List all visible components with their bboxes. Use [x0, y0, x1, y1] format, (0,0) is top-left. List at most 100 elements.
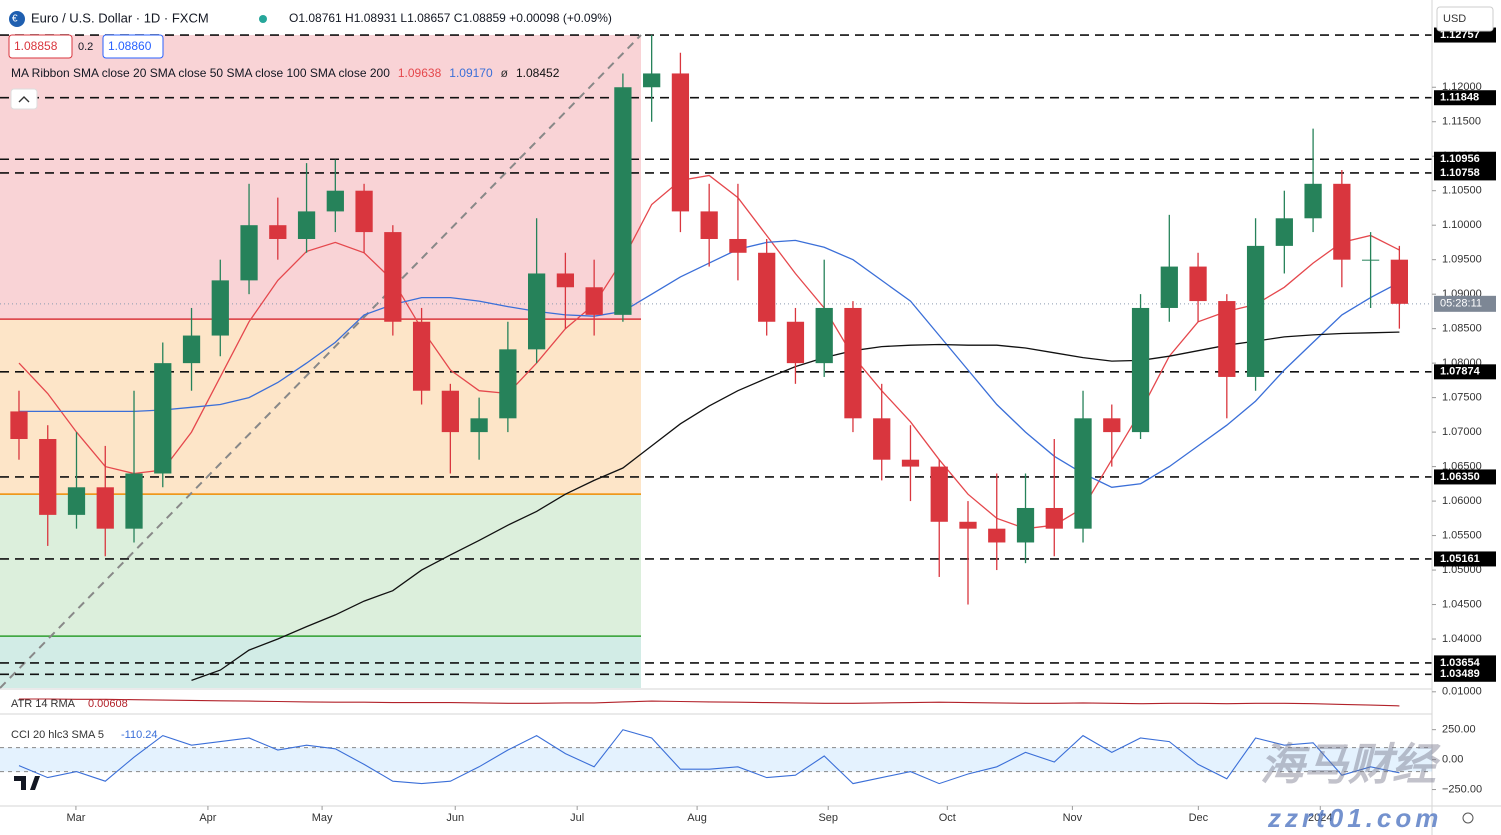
- tv-logo[interactable]: [14, 776, 40, 790]
- candle-body: [585, 287, 603, 315]
- x-tick-label: May: [312, 812, 333, 824]
- level-tag: [1434, 151, 1496, 167]
- candle-body: [1131, 307, 1150, 433]
- countdown-tag: [1434, 295, 1496, 312]
- candle-body: [1189, 266, 1207, 302]
- settings-icon[interactable]: [1462, 812, 1474, 824]
- candle-body: [1390, 259, 1408, 304]
- currency[interactable]: USD: [1443, 13, 1466, 25]
- y-tick-label: 1.05000: [1442, 564, 1482, 576]
- level-label: 1.05161: [1440, 553, 1480, 565]
- level-label: 1.12757: [1440, 29, 1480, 41]
- x-tick-label: Apr: [199, 812, 216, 824]
- level-tag: [1434, 364, 1496, 380]
- currency-select[interactable]: [1436, 6, 1494, 32]
- candle-body: [815, 307, 833, 364]
- y-tick-label: 1.04500: [1442, 598, 1482, 610]
- y-tick-label: 1.07500: [1442, 392, 1482, 404]
- x-tick-label: Oct: [939, 812, 956, 824]
- fib-zone: [0, 35, 641, 320]
- cci-tick-label: 250.00: [1442, 724, 1476, 736]
- candle-body: [10, 411, 28, 440]
- candle-body: [1361, 259, 1380, 261]
- candle-body: [671, 73, 690, 212]
- cci-label: CCI 20 hlc3 SMA 5: [11, 729, 104, 741]
- candle-body: [326, 190, 344, 212]
- candle-body: [269, 225, 287, 239]
- x-tick-label: Dec: [1189, 812, 1209, 824]
- candle-body: [1218, 301, 1236, 377]
- y-tick-label: 1.08500: [1442, 323, 1482, 335]
- price-grid: [0, 34, 1432, 676]
- atr-tick-label: 0.01000: [1442, 686, 1482, 698]
- y-tick-label: 1.04000: [1442, 633, 1482, 645]
- level-tag: [1434, 90, 1496, 106]
- candle-body: [873, 418, 891, 460]
- candle-body: [67, 487, 86, 515]
- candle-body: [901, 459, 920, 467]
- cci-tick-label: 0.00: [1442, 754, 1463, 766]
- atr-label: ATR 14 RMA: [11, 698, 76, 710]
- candle-body: [758, 252, 776, 322]
- sell-button[interactable]: [8, 34, 73, 59]
- y-tick-label: 1.06000: [1442, 495, 1482, 507]
- watermark-url: zzrt01.com: [1267, 803, 1442, 833]
- level-label: 1.10956: [1440, 153, 1480, 165]
- market-status[interactable]: [259, 15, 267, 23]
- y-tick-label: 1.09500: [1442, 254, 1482, 266]
- candle-body: [1304, 183, 1322, 219]
- candle-body: [39, 439, 57, 515]
- cci-band: [0, 747, 1432, 772]
- candle-body: [1160, 266, 1178, 308]
- candle-body: [499, 349, 517, 419]
- candle-body: [240, 225, 258, 281]
- candle-body: [729, 238, 747, 253]
- candle-body: [988, 528, 1006, 543]
- y-tick-label: 1.07000: [1442, 426, 1482, 438]
- candle-body: [470, 418, 488, 433]
- price-pane: [10, 34, 1408, 682]
- candle-body: [1016, 507, 1035, 543]
- level-tag: [1434, 655, 1496, 671]
- candle-body: [297, 211, 316, 239]
- candle-body: [96, 487, 114, 529]
- candle-body: [441, 390, 459, 433]
- candle-body: [182, 335, 201, 364]
- y-tick-label: 1.10500: [1442, 185, 1482, 197]
- atr-pane: ATR 14 RMA 0.00608 0.01000: [11, 686, 1482, 710]
- atr-line: [19, 698, 1400, 707]
- candle-body: [1333, 183, 1351, 260]
- ma-legend-title: MA Ribbon SMA close 20 SMA close 50 SMA …: [11, 66, 390, 80]
- ma-legend: MA Ribbon SMA close 20 SMA close 50 SMA …: [11, 66, 560, 80]
- buy-button[interactable]: [102, 34, 164, 59]
- level-tag: [1434, 666, 1496, 682]
- x-tick-label: Jun: [446, 812, 464, 824]
- candle-body: [614, 87, 632, 315]
- candle-body: [154, 363, 172, 474]
- candle-body: [643, 73, 661, 88]
- price-axis: 1.040001.045001.050001.055001.060001.065…: [66, 27, 1496, 824]
- cci-pane: CCI 20 hlc3 SMA 5 -110.24 250.00 0.00 −250.0…: [0, 724, 1482, 795]
- x-tick-label: Aug: [687, 812, 707, 824]
- cci-value: -110.24: [121, 729, 158, 741]
- candle-body: [1074, 418, 1092, 529]
- sell-price[interactable]: 1.08858: [14, 39, 58, 53]
- candle-body: [1246, 245, 1265, 377]
- y-tick-label: 1.10000: [1442, 219, 1482, 231]
- level-label: 1.03654: [1440, 657, 1481, 669]
- x-tick-label: 2024: [1308, 812, 1332, 824]
- collapse-button[interactable]: [10, 88, 38, 110]
- level-label: 1.11848: [1440, 92, 1479, 104]
- candle-body: [556, 273, 575, 288]
- symbol-title[interactable]: Euro / U.S. Dollar · 1D · FXCM: [31, 10, 209, 25]
- symbol-logo: [9, 11, 25, 27]
- cci-tick-label: −250.00: [1442, 783, 1482, 795]
- level-tag: [1434, 469, 1496, 485]
- buy-price[interactable]: 1.08860: [108, 39, 152, 53]
- fib-zone: [0, 636, 641, 688]
- level-tag: [1434, 551, 1496, 567]
- ma-legend-value: 1.09170: [449, 66, 493, 80]
- collapse-icon: [18, 96, 30, 103]
- level-label: 1.10758: [1440, 167, 1480, 179]
